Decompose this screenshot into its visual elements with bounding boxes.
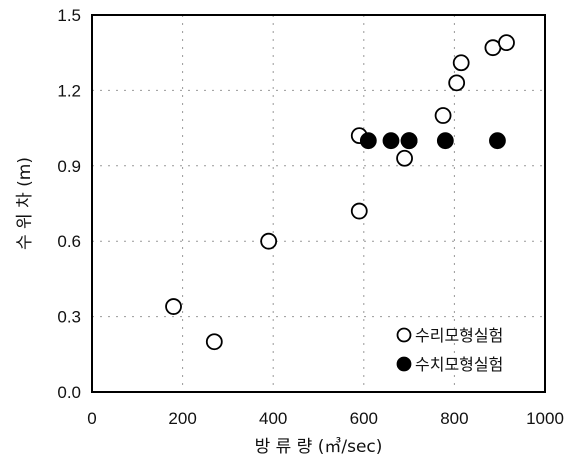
hydraulic-model-point: [448, 74, 466, 92]
legend-item-hydraulic-model: 수리모형실험: [396, 326, 503, 345]
hydraulic-model-point: [165, 298, 182, 315]
x-tick-label: 1000: [526, 409, 564, 428]
legend-open-circle-marker: [396, 327, 412, 343]
hydraulic-model-point: [205, 333, 223, 351]
x-axis-title: 방 류 량 (㎥/sec): [255, 437, 383, 457]
y-tick-label: 1.2: [57, 81, 81, 100]
x-tick-label: 800: [440, 409, 468, 428]
hydraulic-model-point: [498, 34, 515, 52]
x-tick-label: 600: [350, 409, 378, 428]
y-tick-label: 0.3: [57, 308, 81, 327]
legend-label-numerical-model: 수치모형실험: [415, 355, 503, 374]
y-tick-label: 0.9: [57, 157, 81, 176]
hydraulic-model-point: [452, 54, 470, 72]
data-points: [165, 34, 515, 351]
numerical-model-point: [382, 132, 400, 150]
x-tick-label: 400: [259, 409, 287, 428]
x-tick-label: 0: [87, 409, 96, 428]
numerical-model-point: [359, 132, 377, 150]
axis-ticks: 0 200 400 600 800 1000 0.0 0.3 0.6 0.9 1.2 1.5: [57, 6, 564, 428]
hydraulic-model-point: [434, 107, 452, 124]
numerical-model-point: [400, 132, 418, 150]
legend: 수리모형실험 수치모형실험: [396, 326, 503, 374]
hydraulic-model-point: [396, 149, 413, 167]
hydraulic-model-point: [260, 232, 278, 250]
y-tick-label: 1.5: [57, 6, 81, 25]
x-tick-label: 200: [168, 409, 196, 428]
legend-item-numerical-model: 수치모형실험: [396, 355, 503, 374]
legend-label-hydraulic-model: 수리모형실험: [415, 326, 503, 345]
plot-frame: [91, 14, 546, 393]
legend-filled-circle-marker: [396, 356, 412, 372]
y-tick-label: 0.6: [57, 232, 81, 251]
hydraulic-model-point: [350, 202, 368, 220]
y-tick-label: 0.0: [57, 383, 81, 402]
grid-lines: [92, 15, 545, 392]
numerical-model-point: [489, 132, 506, 150]
y-axis-title: 수 위 차 (m): [15, 157, 35, 250]
numerical-model-point: [436, 132, 454, 150]
